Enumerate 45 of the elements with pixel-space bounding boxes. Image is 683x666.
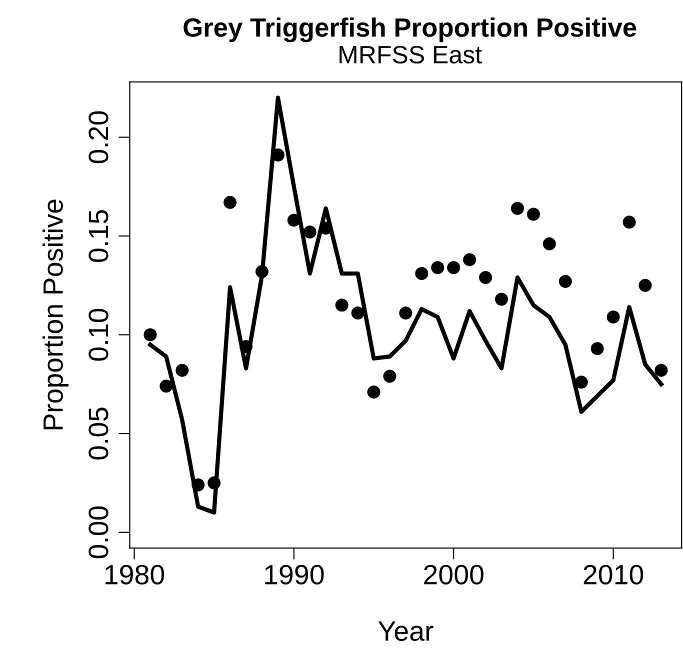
- point: [399, 306, 412, 320]
- point: [303, 226, 316, 239]
- point: [351, 306, 364, 320]
- y-tick-label: 0.00: [88, 506, 108, 558]
- point: [176, 364, 189, 377]
- point: [431, 261, 444, 274]
- x-tick-label: 2000: [424, 564, 484, 584]
- point: [383, 370, 396, 383]
- y-tick-label: 0.05: [88, 408, 108, 460]
- x-axis-title: Year: [378, 622, 434, 641]
- y-tick-label: 0.10: [88, 308, 108, 361]
- point: [287, 214, 300, 227]
- chart-title: Grey Triggerfish Proportion Positive: [184, 18, 636, 42]
- point: [638, 278, 652, 292]
- point: [144, 328, 157, 342]
- point: [255, 265, 268, 278]
- point: [510, 202, 524, 215]
- x-tick-label: 1990: [265, 564, 324, 584]
- point: [208, 476, 221, 490]
- y-axis-title: Proportion Positive: [42, 200, 68, 430]
- point: [160, 380, 173, 393]
- point: [495, 292, 508, 306]
- point: [622, 216, 636, 229]
- point: [526, 208, 540, 221]
- point: [447, 261, 460, 274]
- point: [542, 237, 556, 250]
- y-tick-label: 0.15: [88, 210, 108, 262]
- point: [654, 364, 668, 377]
- point: [367, 386, 380, 399]
- point: [240, 340, 253, 354]
- point: [192, 478, 205, 492]
- x-tick-label: 2010: [584, 564, 644, 584]
- point: [335, 298, 348, 312]
- point: [415, 267, 428, 280]
- point: [319, 222, 332, 235]
- point: [590, 342, 604, 356]
- point: [479, 270, 492, 284]
- y-tick-label: 0.20: [88, 111, 108, 164]
- point: [606, 310, 620, 324]
- chart-subtitle: MRFSS East: [340, 46, 482, 64]
- point: [558, 274, 572, 288]
- x-tick-label: 1980: [105, 564, 164, 584]
- point: [574, 376, 588, 389]
- point: [224, 196, 237, 209]
- point: [463, 253, 476, 266]
